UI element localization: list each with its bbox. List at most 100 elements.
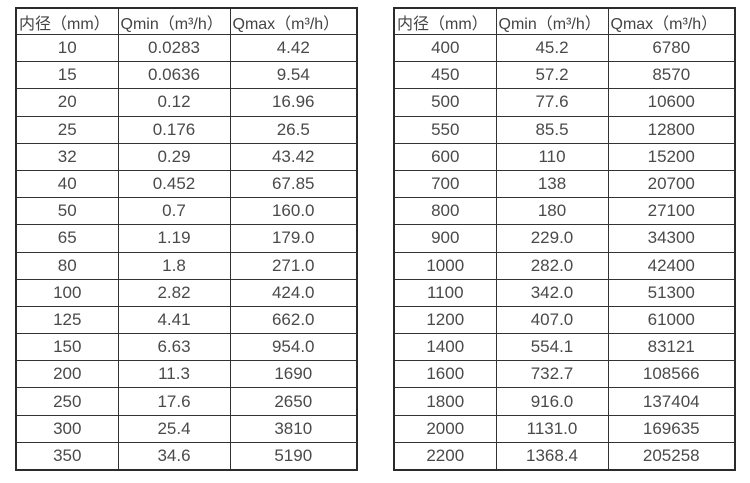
qmin-cell: 0.0283 xyxy=(117,33,231,63)
qmin-cell: 1.8 xyxy=(117,251,231,280)
qmax-cell: 271.0 xyxy=(229,251,358,280)
diameter-cell: 1600 xyxy=(393,360,497,389)
table-row: 150 6.63 954.0 xyxy=(15,333,358,362)
diameter-cell: 150 xyxy=(15,333,119,362)
diameter-cell: 125 xyxy=(15,305,119,335)
diameter-cell: 40 xyxy=(15,169,119,199)
diameter-cell: 2000 xyxy=(393,414,497,443)
qmax-cell: 42400 xyxy=(607,251,736,280)
qmax-cell: 5190 xyxy=(229,441,358,471)
diameter-cell: 32 xyxy=(15,142,119,171)
qmax-cell: 9.54 xyxy=(229,61,358,90)
diameter-cell: 50 xyxy=(15,197,119,226)
qmax-cell: 954.0 xyxy=(229,333,358,362)
diameter-cell: 350 xyxy=(15,441,119,471)
diameter-cell: 600 xyxy=(393,142,497,171)
qmax-cell: 2650 xyxy=(229,387,358,416)
qmax-cell: 61000 xyxy=(607,305,736,335)
diameter-cell: 2200 xyxy=(393,441,497,471)
qmax-cell: 26.5 xyxy=(229,115,358,144)
table-row: 1100 342.0 51300 xyxy=(393,278,736,307)
diameter-cell: 1200 xyxy=(393,305,497,335)
table-row: 600 110 15200 xyxy=(393,142,736,171)
table-row: 2000 1131.0 169635 xyxy=(393,414,736,443)
diameter-cell: 550 xyxy=(393,115,497,144)
qmax-cell: 6780 xyxy=(607,33,736,63)
table-row: 20 0.12 16.96 xyxy=(15,88,358,117)
table-row: 400 45.2 6780 xyxy=(393,33,736,63)
qmax-cell: 108566 xyxy=(607,360,736,389)
table-row: 1800 916.0 137404 xyxy=(393,387,736,416)
qmax-cell: 10600 xyxy=(607,88,736,117)
qmin-cell: 342.0 xyxy=(495,278,609,307)
qmax-cell: 1690 xyxy=(229,360,358,389)
diameter-cell: 100 xyxy=(15,278,119,307)
qmin-cell: 407.0 xyxy=(495,305,609,335)
qmin-cell: 0.0636 xyxy=(117,61,231,90)
qmax-cell: 67.85 xyxy=(229,169,358,199)
table-row: 500 77.6 10600 xyxy=(393,88,736,117)
diameter-cell: 700 xyxy=(393,169,497,199)
qmin-cell: 110 xyxy=(495,142,609,171)
qmax-cell: 179.0 xyxy=(229,224,358,253)
table-body: 10 0.0283 4.42 15 0.0636 9.54 20 0.12 16.96 25 0.1… xyxy=(15,33,358,471)
qmin-cell: 34.6 xyxy=(117,441,231,471)
header-qmin: Qmin（m³/h） xyxy=(495,7,609,35)
diameter-cell: 25 xyxy=(15,115,119,144)
qmin-cell: 0.176 xyxy=(117,115,231,144)
table-row: 250 17.6 2650 xyxy=(15,387,358,416)
table-row: 1400 554.1 83121 xyxy=(393,333,736,362)
qmin-cell: 1368.4 xyxy=(495,441,609,471)
qmin-cell: 1131.0 xyxy=(495,414,609,443)
header-row: 内径（mm） Qmin（m³/h） Qmax（m³/h） xyxy=(393,7,736,35)
header-qmax: Qmax（m³/h） xyxy=(607,7,736,35)
table-row: 350 34.6 5190 xyxy=(15,441,358,471)
qmin-cell: 180 xyxy=(495,197,609,226)
qmin-cell: 0.29 xyxy=(117,142,231,171)
table-row: 15 0.0636 9.54 xyxy=(15,61,358,90)
qmax-cell: 662.0 xyxy=(229,305,358,335)
diameter-cell: 1400 xyxy=(393,333,497,362)
qmax-cell: 205258 xyxy=(607,441,736,471)
qmin-cell: 45.2 xyxy=(495,33,609,63)
qmax-cell: 34300 xyxy=(607,224,736,253)
diameter-cell: 15 xyxy=(15,61,119,90)
table-row: 100 2.82 424.0 xyxy=(15,278,358,307)
qmax-cell: 51300 xyxy=(607,278,736,307)
table-row: 10 0.0283 4.42 xyxy=(15,33,358,63)
qmin-cell: 4.41 xyxy=(117,305,231,335)
qmin-cell: 229.0 xyxy=(495,224,609,253)
qmax-cell: 8570 xyxy=(607,61,736,90)
qmin-cell: 138 xyxy=(495,169,609,199)
table-body: 400 45.2 6780 450 57.2 8570 500 77.6 10600 550 85.… xyxy=(393,33,736,471)
qmax-cell: 424.0 xyxy=(229,278,358,307)
table-row: 80 1.8 271.0 xyxy=(15,251,358,280)
qmax-cell: 12800 xyxy=(607,115,736,144)
qmin-cell: 85.5 xyxy=(495,115,609,144)
qmin-cell: 0.452 xyxy=(117,169,231,199)
qmax-cell: 15200 xyxy=(607,142,736,171)
diameter-cell: 10 xyxy=(15,33,119,63)
qmin-cell: 732.7 xyxy=(495,360,609,389)
table-row: 65 1.19 179.0 xyxy=(15,224,358,253)
qmax-cell: 16.96 xyxy=(229,88,358,117)
qmin-cell: 282.0 xyxy=(495,251,609,280)
qmax-cell: 137404 xyxy=(607,387,736,416)
table-row: 1000 282.0 42400 xyxy=(393,251,736,280)
qmin-cell: 77.6 xyxy=(495,88,609,117)
table-row: 1200 407.0 61000 xyxy=(393,305,736,335)
qmin-cell: 0.7 xyxy=(117,197,231,226)
qmax-cell: 43.42 xyxy=(229,142,358,171)
table-row: 450 57.2 8570 xyxy=(393,61,736,90)
flow-rate-table-large-diameters: 内径（mm） Qmin（m³/h） Qmax（m³/h） 400 45.2 6780… xyxy=(393,7,736,471)
table-row: 550 85.5 12800 xyxy=(393,115,736,144)
table-row: 1600 732.7 108566 xyxy=(393,360,736,389)
header-qmin: Qmin（m³/h） xyxy=(117,7,231,35)
qmin-cell: 57.2 xyxy=(495,61,609,90)
diameter-cell: 400 xyxy=(393,33,497,63)
table-row: 32 0.29 43.42 xyxy=(15,142,358,171)
diameter-cell: 900 xyxy=(393,224,497,253)
qmax-cell: 20700 xyxy=(607,169,736,199)
header-row: 内径（mm） Qmin（m³/h） Qmax（m³/h） xyxy=(15,7,358,35)
qmax-cell: 3810 xyxy=(229,414,358,443)
